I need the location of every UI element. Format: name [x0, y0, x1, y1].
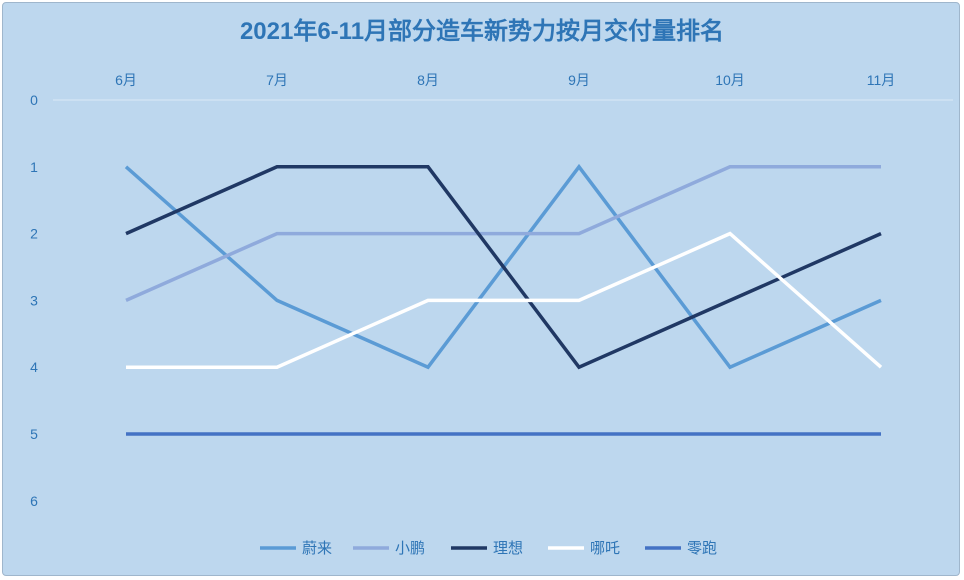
legend-label: 理想	[493, 540, 523, 557]
legend: 蔚来 小鹏 理想 哪吒 零跑	[260, 540, 717, 557]
series-lines	[124, 163, 883, 436]
series-line-3	[126, 231, 883, 369]
series-line-1	[125, 165, 881, 303]
x-tick-label: 10月	[715, 72, 745, 88]
x-tick-label: 9月	[568, 72, 590, 88]
line-chart: 2021年6-11月部分造车新势力按月交付量排名 0 1 2 3 4 5 6 6月 7月 8月 9…	[30, 17, 953, 557]
series-line-2	[125, 165, 882, 370]
legend-label: 蔚来	[302, 540, 332, 557]
x-tick-label: 11月	[867, 72, 896, 88]
y-axis: 0 1 2 3 4 5 6	[30, 92, 38, 509]
y-tick-label: 3	[30, 292, 38, 308]
x-tick-label: 8月	[417, 72, 439, 88]
y-tick-label: 6	[30, 493, 38, 509]
legend-label: 哪吒	[590, 540, 620, 557]
legend-label: 小鹏	[395, 540, 425, 557]
legend-label: 零跑	[687, 540, 717, 557]
y-tick-label: 1	[30, 159, 38, 175]
y-tick-label: 0	[30, 92, 38, 108]
y-tick-label: 5	[30, 426, 38, 442]
x-axis: 6月 7月 8月 9月 10月 11月	[115, 72, 895, 88]
y-tick-label: 2	[30, 226, 38, 242]
x-tick-label: 6月	[115, 72, 137, 88]
chart-title: 2021年6-11月部分造车新势力按月交付量排名	[240, 17, 724, 45]
x-tick-label: 7月	[266, 72, 288, 88]
y-tick-label: 4	[30, 359, 38, 375]
